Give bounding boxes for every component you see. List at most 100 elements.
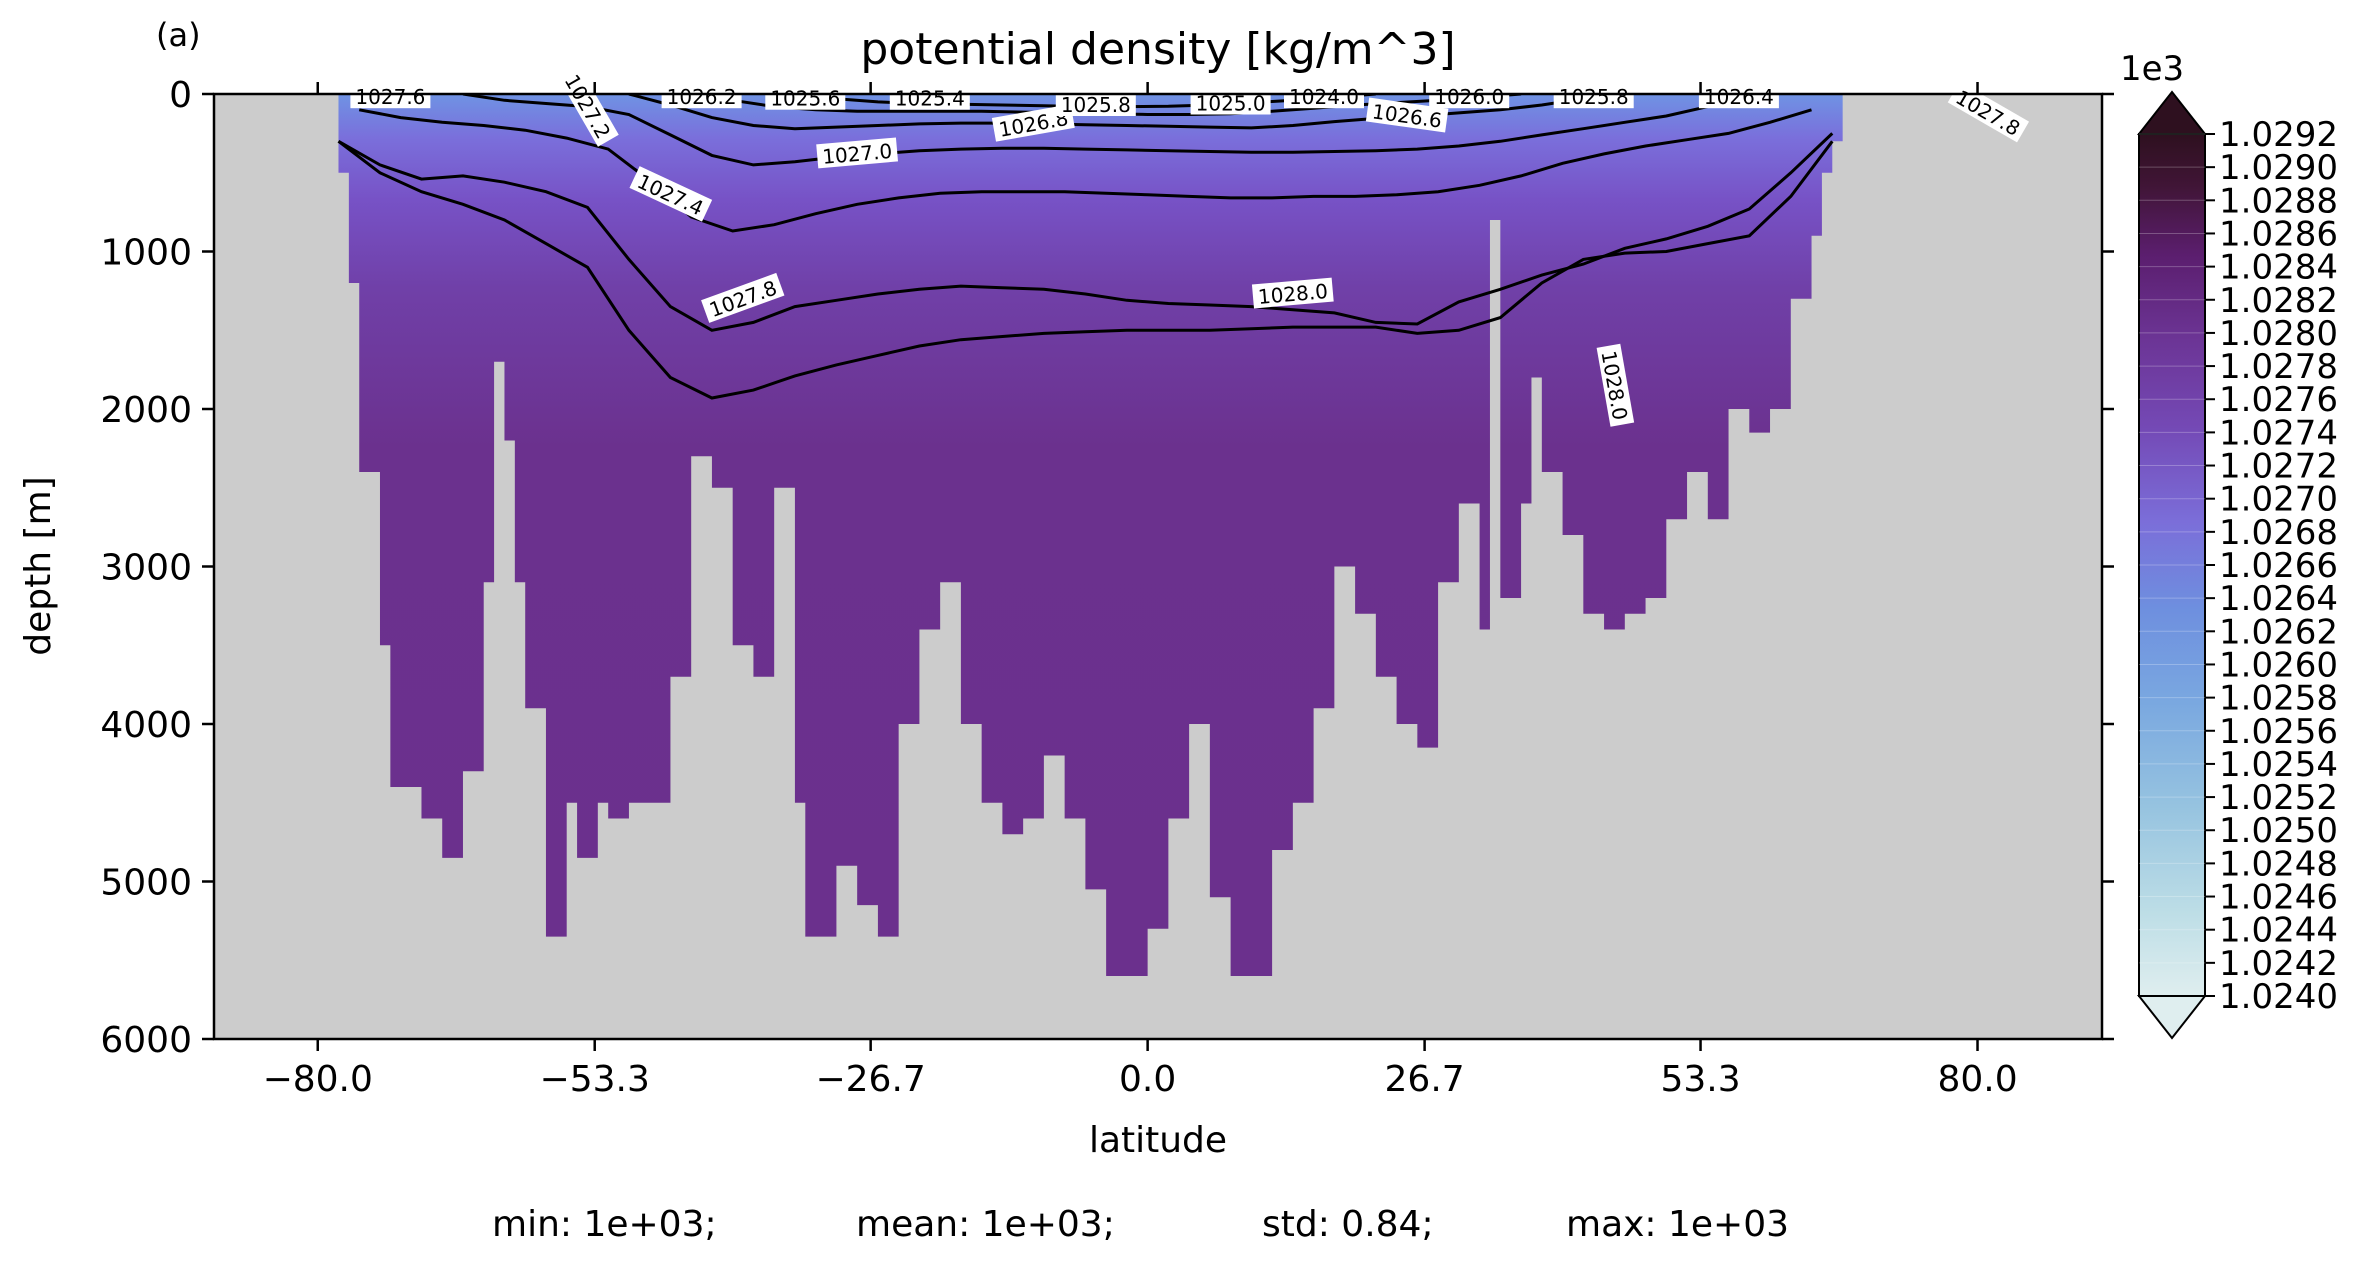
contour-line (337, 140, 1834, 400)
stat-max: max: 1e+03 (1566, 1204, 1789, 1245)
colorbar-tick-label: 1.0242 (2219, 944, 2338, 984)
contour-label: 1027.0 (816, 137, 899, 169)
colorbar-tick-label: 1.0274 (2219, 413, 2338, 453)
colorbar-ramp (2138, 133, 2206, 997)
y-tick-label: 3000 (100, 548, 192, 589)
contour-label-box (1055, 92, 1136, 116)
y-tick-label: 4000 (100, 705, 192, 746)
contour-label-text: 1026.2 (667, 85, 737, 109)
contour-label-box (765, 85, 846, 110)
contour-label-box (350, 84, 431, 109)
contour-line (462, 94, 1750, 167)
contour-label: 1026.2 (661, 84, 742, 109)
y-tick-label: 1000 (100, 233, 192, 274)
panel-label: (a) (156, 16, 201, 54)
contour-label: 1026.4 (1698, 84, 1779, 109)
colorbar-tick-label: 1.0248 (2219, 844, 2338, 884)
x-tick-label: −26.7 (815, 1059, 925, 1100)
contour-label-box (1596, 343, 1635, 427)
colorbar-tick-label: 1.0288 (2219, 181, 2338, 221)
contour-label-text: 1025.4 (895, 87, 965, 111)
contour-label-box (991, 104, 1075, 142)
colorbar-tick-label: 1.0260 (2219, 645, 2338, 685)
colorbar-tick-label: 1.0272 (2219, 447, 2338, 487)
colorbar-tick-label: 1.0270 (2219, 480, 2338, 520)
x-tick-label: 0.0 (1119, 1059, 1176, 1100)
x-tick-label: 26.7 (1385, 1059, 1465, 1100)
x-tick-label: 53.3 (1660, 1059, 1740, 1100)
contour-line (358, 108, 1812, 233)
contour-label-box (701, 272, 785, 323)
chart-title: potential density [kg/m^3] (860, 24, 1455, 75)
colorbar-bands (2139, 133, 2205, 997)
contour-label-box (816, 137, 899, 169)
x-axis-ticks: −80.0 −53.3 −26.7 0.0 26.7 53.3 80.0 (263, 82, 2018, 1100)
colorbar-tick-label: 1.0276 (2219, 380, 2338, 420)
contour-label: 1026.0 (1429, 84, 1510, 109)
y-tick-label: 5000 (100, 863, 192, 904)
colorbar-tick-label: 1.0280 (2219, 314, 2338, 354)
colorbar-tick-label: 1.0258 (2219, 679, 2338, 719)
colorbar-tick-label: 1.0244 (2219, 911, 2338, 951)
contour-label: 1025.4 (889, 85, 970, 111)
colorbar-tick-label: 1.0250 (2219, 811, 2338, 851)
contour-label-box (1284, 84, 1364, 109)
y-tick-label: 6000 (100, 1020, 192, 1061)
stats-line: min: 1e+03; mean: 1e+03; std: 0.84; max:… (492, 1204, 1789, 1245)
colorbar-tick-label: 1.0266 (2219, 546, 2338, 586)
colorbar-extend-min (2136, 995, 2208, 1040)
contour-label-text: 1024.0 (1289, 85, 1359, 109)
colorbar-tick-label: 1.0286 (2219, 214, 2338, 254)
stat-min: min: 1e+03; (492, 1204, 717, 1245)
colorbar-multiplier: 1e3 (2120, 49, 2184, 89)
x-tick-label: −53.3 (540, 1059, 650, 1100)
colorbar: 1e3 1.02401.02421.02441.02461.02481.0250… (2120, 49, 2338, 1040)
stat-mean: mean: 1e+03; (856, 1204, 1115, 1245)
colorbar-tick-label: 1.0246 (2219, 878, 2338, 918)
x-axis-label: latitude (1089, 1120, 1227, 1161)
colorbar-tick-label: 1.0256 (2219, 712, 2338, 752)
contour-label-box (1365, 97, 1449, 133)
contour-label: 1025.8 (1055, 92, 1136, 117)
contour-label: 1027.6 (350, 84, 431, 109)
contour-label-text: 1027.6 (355, 85, 425, 109)
contour-label: 1024.0 (1284, 84, 1364, 109)
contour-label-text: 1026.4 (1704, 85, 1774, 109)
y-tick-label: 0 (169, 75, 192, 116)
colorbar-tick-label: 1.0268 (2219, 513, 2338, 553)
colorbar-tick-label: 1.0278 (2219, 347, 2338, 387)
colorbar-extend-max (2136, 90, 2208, 135)
colorbar-ticks: 1.02401.02421.02441.02461.02481.02501.02… (2205, 115, 2338, 1017)
contour-label-text: 1025.8 (1559, 85, 1629, 109)
colorbar-tick-label: 1.0282 (2219, 281, 2338, 321)
contour-label: 1025.6 (765, 85, 846, 111)
contour-label-text: 1025.0 (1196, 92, 1266, 116)
contour-label: 1025.8 (1553, 84, 1634, 109)
contour-label-box (1947, 81, 2030, 143)
contour-label-text: 1026.0 (1434, 85, 1504, 109)
contour-labels: 1027.6 1027.2 1026.2 1025.6 1025.41027.01026… (350, 65, 2030, 427)
contour-label-box (1429, 84, 1510, 109)
stat-std: std: 0.84; (1262, 1204, 1434, 1245)
contour-label-box (1698, 84, 1779, 109)
colorbar-tick-label: 1.0262 (2219, 612, 2338, 652)
x-tick-label: −80.0 (263, 1059, 373, 1100)
colorbar-tick-label: 1.0252 (2219, 778, 2338, 818)
colorbar-tick-label: 1.0254 (2219, 745, 2338, 785)
contour-label-box (629, 166, 713, 222)
x-tick-label: 80.0 (1937, 1059, 2017, 1100)
contour-label-box (1553, 84, 1634, 109)
contour-label-box (889, 85, 970, 110)
colorbar-tick-label: 1.0264 (2219, 579, 2338, 619)
y-axis-ticks: 0 1000 2000 3000 4000 5000 6000 (100, 75, 2114, 1061)
contour-line (337, 132, 1834, 332)
colorbar-tick-label: 1.0292 (2219, 115, 2338, 155)
colorbar-tick-label: 1.0290 (2219, 148, 2338, 188)
contour-label-box (557, 65, 619, 147)
contour-label-text: 1025.8 (1061, 93, 1131, 117)
contour-label-box (1251, 277, 1334, 309)
contour-label-box (661, 84, 742, 109)
contour-line (628, 94, 1625, 131)
y-tick-label: 2000 (100, 390, 192, 431)
